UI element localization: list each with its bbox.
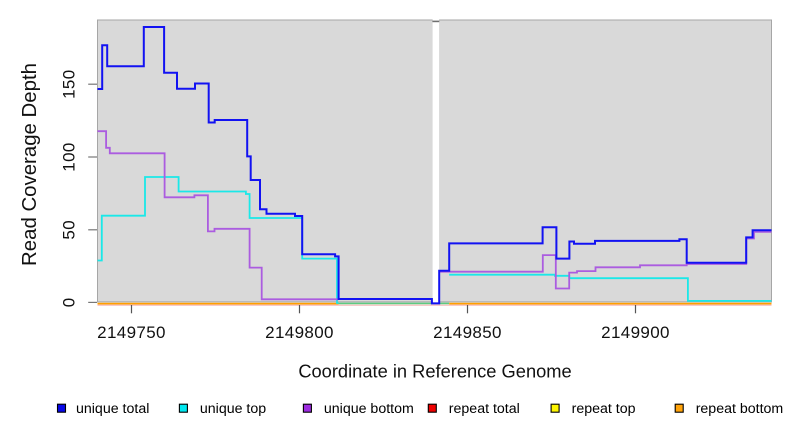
svg-text:Coordinate in Reference Genome: Coordinate in Reference Genome xyxy=(298,361,571,382)
svg-text:2149850: 2149850 xyxy=(433,323,502,342)
svg-text:repeat total: repeat total xyxy=(449,401,520,417)
svg-text:50: 50 xyxy=(60,220,79,240)
svg-text:unique top: unique top xyxy=(200,401,266,417)
svg-text:unique total: unique total xyxy=(76,401,149,417)
svg-text:2149800: 2149800 xyxy=(265,323,334,342)
svg-text:0: 0 xyxy=(60,297,79,307)
svg-text:2149750: 2149750 xyxy=(97,323,166,342)
svg-text:unique bottom: unique bottom xyxy=(324,401,414,417)
svg-text:repeat bottom: repeat bottom xyxy=(696,401,784,417)
svg-text:Read Coverage Depth: Read Coverage Depth xyxy=(19,63,41,266)
svg-text:repeat top: repeat top xyxy=(572,401,636,417)
svg-text:2149900: 2149900 xyxy=(601,323,670,342)
svg-text:100: 100 xyxy=(60,142,79,171)
svg-text:150: 150 xyxy=(60,69,79,98)
